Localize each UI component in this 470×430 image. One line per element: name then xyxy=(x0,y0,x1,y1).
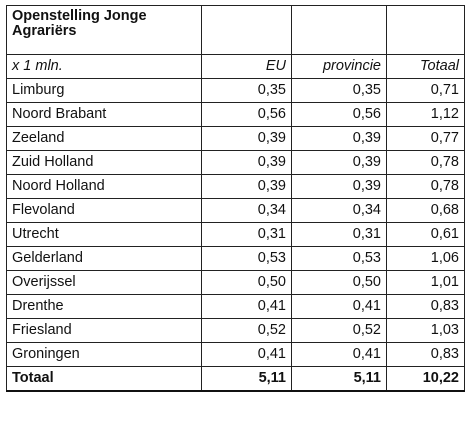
provincie-value: 0,39 xyxy=(291,174,387,199)
table-title-row: Openstelling Jonge Agrariërs xyxy=(6,5,465,55)
empty-cell xyxy=(201,5,292,55)
totaal-value: 0,78 xyxy=(386,174,465,199)
column-header-totaal: Totaal xyxy=(386,54,465,79)
provincie-value: 0,53 xyxy=(291,246,387,271)
total-eu-value: 5,11 xyxy=(201,366,292,392)
table-row: Zeeland 0,39 0,39 0,77 xyxy=(6,126,465,151)
table-row: Flevoland 0,34 0,34 0,68 xyxy=(6,198,465,223)
provincie-value: 0,31 xyxy=(291,222,387,247)
totaal-value: 0,68 xyxy=(386,198,465,223)
eu-value: 0,34 xyxy=(201,198,292,223)
eu-value: 0,39 xyxy=(201,126,292,151)
table-row: Groningen 0,41 0,41 0,83 xyxy=(6,342,465,367)
table-row: Zuid Holland 0,39 0,39 0,78 xyxy=(6,150,465,175)
total-province-name: Totaal xyxy=(6,366,202,392)
column-header-eu: EU xyxy=(201,54,292,79)
eu-value: 0,50 xyxy=(201,270,292,295)
total-row: Totaal 5,11 5,11 10,22 xyxy=(6,366,465,392)
totaal-value: 1,06 xyxy=(386,246,465,271)
table-row: Drenthe 0,41 0,41 0,83 xyxy=(6,294,465,319)
eu-value: 0,35 xyxy=(201,78,292,103)
column-header-provincie: provincie xyxy=(291,54,387,79)
provincie-value: 0,35 xyxy=(291,78,387,103)
provincie-value: 0,50 xyxy=(291,270,387,295)
province-name: Zeeland xyxy=(6,126,202,151)
total-totaal-value: 10,22 xyxy=(386,366,465,392)
provincie-value: 0,56 xyxy=(291,102,387,127)
provincie-value: 0,52 xyxy=(291,318,387,343)
province-name: Flevoland xyxy=(6,198,202,223)
province-name: Utrecht xyxy=(6,222,202,247)
totaal-value: 1,01 xyxy=(386,270,465,295)
empty-cell xyxy=(386,5,465,55)
eu-value: 0,39 xyxy=(201,174,292,199)
province-name: Overijssel xyxy=(6,270,202,295)
table-row: Gelderland 0,53 0,53 1,06 xyxy=(6,246,465,271)
total-provincie-value: 5,11 xyxy=(291,366,387,392)
unit-label: x 1 mln. xyxy=(6,54,202,79)
provincie-value: 0,39 xyxy=(291,150,387,175)
totaal-value: 0,77 xyxy=(386,126,465,151)
totaal-value: 0,71 xyxy=(386,78,465,103)
table-row: Friesland 0,52 0,52 1,03 xyxy=(6,318,465,343)
table-row: Limburg 0,35 0,35 0,71 xyxy=(6,78,465,103)
table-row: Noord Brabant 0,56 0,56 1,12 xyxy=(6,102,465,127)
province-name: Gelderland xyxy=(6,246,202,271)
totaal-value: 1,03 xyxy=(386,318,465,343)
province-name: Drenthe xyxy=(6,294,202,319)
column-header-row: x 1 mln. EU provincie Totaal xyxy=(6,54,465,79)
table-row: Noord Holland 0,39 0,39 0,78 xyxy=(6,174,465,199)
eu-value: 0,53 xyxy=(201,246,292,271)
province-name: Friesland xyxy=(6,318,202,343)
totaal-value: 0,78 xyxy=(386,150,465,175)
eu-value: 0,39 xyxy=(201,150,292,175)
table-title: Openstelling Jonge Agrariërs xyxy=(6,5,202,55)
eu-value: 0,56 xyxy=(201,102,292,127)
eu-value: 0,41 xyxy=(201,294,292,319)
eu-value: 0,31 xyxy=(201,222,292,247)
province-name: Zuid Holland xyxy=(6,150,202,175)
eu-value: 0,41 xyxy=(201,342,292,367)
totaal-value: 0,83 xyxy=(386,342,465,367)
province-name: Limburg xyxy=(6,78,202,103)
provincie-value: 0,41 xyxy=(291,342,387,367)
province-name: Noord Brabant xyxy=(6,102,202,127)
totaal-value: 1,12 xyxy=(386,102,465,127)
table-row: Overijssel 0,50 0,50 1,01 xyxy=(6,270,465,295)
provincie-value: 0,34 xyxy=(291,198,387,223)
province-name: Noord Holland xyxy=(6,174,202,199)
table-row: Utrecht 0,31 0,31 0,61 xyxy=(6,222,465,247)
provincie-value: 0,39 xyxy=(291,126,387,151)
provincie-value: 0,41 xyxy=(291,294,387,319)
totaal-value: 0,61 xyxy=(386,222,465,247)
empty-cell xyxy=(291,5,387,55)
funding-table: Openstelling Jonge Agrariërs x 1 mln. EU… xyxy=(6,5,465,392)
totaal-value: 0,83 xyxy=(386,294,465,319)
eu-value: 0,52 xyxy=(201,318,292,343)
province-name: Groningen xyxy=(6,342,202,367)
